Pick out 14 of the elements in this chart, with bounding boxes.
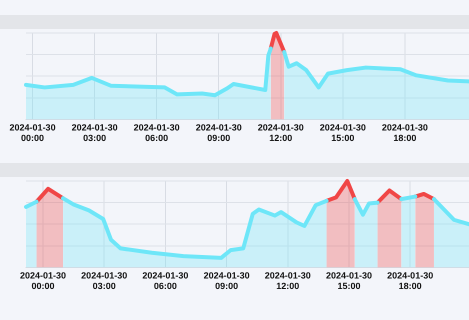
x-tick-label: 2024-01-30 12:00: [258, 122, 304, 144]
x-tick-label: 2024-01-30 09:00: [196, 122, 242, 144]
x-tick-label: 2024-01-30 18:00: [387, 270, 434, 292]
x-tick-label: 2024-01-30 06:00: [142, 270, 188, 292]
x-tick-label: 2024-01-30 03:00: [81, 270, 128, 292]
x-tick-label: 2024-01-30 06:00: [134, 122, 180, 144]
x-tick-label: 2024-01-30 15:00: [320, 122, 366, 144]
x-tick-label: 2024-01-30 15:00: [326, 270, 372, 292]
x-tick-label: 2024-01-30 00:00: [20, 270, 66, 292]
x-tick-label: 2024-01-30 00:00: [10, 122, 56, 144]
x-tick-label: 2024-01-30 12:00: [264, 270, 311, 292]
x-tick-label: 2024-01-30 03:00: [72, 122, 118, 144]
x-tick-label: 2024-01-30 09:00: [204, 270, 250, 292]
x-tick-label: 2024-01-30 18:00: [382, 122, 428, 144]
